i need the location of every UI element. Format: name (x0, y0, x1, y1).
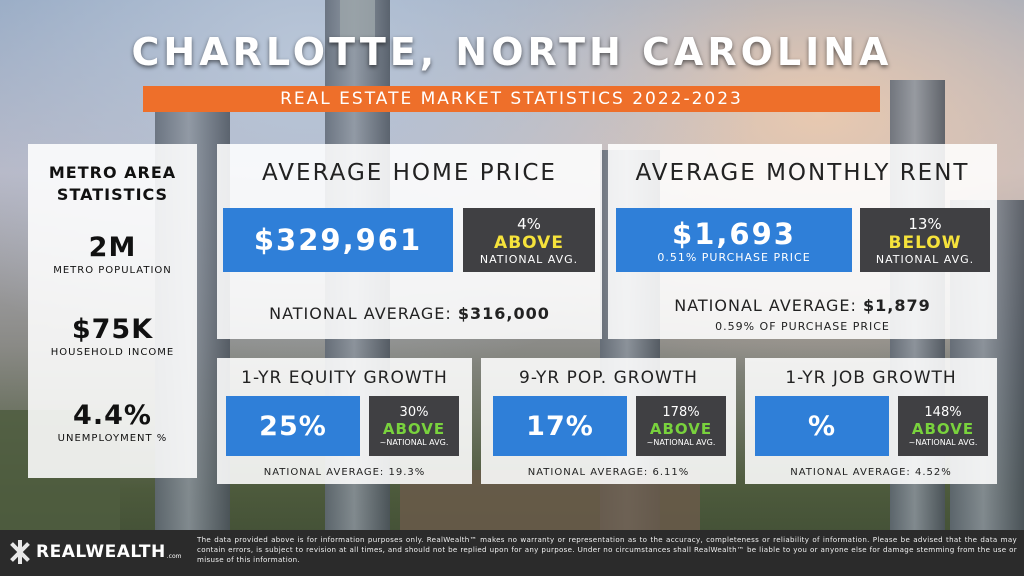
rent-value-box: $1,693 0.51% PURCHASE PRICE (616, 208, 852, 272)
population-heading: 9-YR POP. GROWTH (519, 368, 698, 388)
population-compare-box: 178% ABOVE ~NATIONAL AVG. (636, 396, 726, 456)
metro-population-stat: 2M METRO POPULATION (53, 232, 172, 276)
rent-national: NATIONAL AVERAGE: $1,879 (674, 296, 931, 315)
equity-value-box: 25% (226, 396, 360, 456)
brand-name: REALWEALTH (36, 542, 166, 562)
home-price-value-box: $329,961 (223, 208, 453, 272)
metro-title: METRO AREA STATISTICS (48, 163, 177, 204)
population-growth-panel: 9-YR POP. GROWTH 17% 178% ABOVE ~NATIONA… (481, 358, 736, 484)
home-price-compare-box: 4% ABOVE NATIONAL AVG. (463, 208, 595, 272)
equity-national: NATIONAL AVERAGE: 19.3% (263, 467, 426, 478)
footer-bar: REALWEALTH .com The data provided above … (0, 530, 1024, 576)
jobs-value-box: % (755, 396, 889, 456)
subtitle-banner: REAL ESTATE MARKET STATISTICS 2022-2023 (143, 86, 880, 112)
equity-growth-panel: 1-YR EQUITY GROWTH 25% 30% ABOVE ~NATION… (217, 358, 472, 484)
population-national: NATIONAL AVERAGE: 6.11% (527, 467, 690, 478)
rent-heading: AVERAGE MONTHLY RENT (635, 160, 970, 186)
equity-compare-box: 30% ABOVE ~NATIONAL AVG. (369, 396, 459, 456)
rent-panel: AVERAGE MONTHLY RENT $1,693 0.51% PURCHA… (608, 144, 997, 339)
equity-heading: 1-YR EQUITY GROWTH (241, 368, 448, 388)
home-price-heading: AVERAGE HOME PRICE (262, 160, 557, 186)
household-income-stat: $75K HOUSEHOLD INCOME (50, 314, 175, 358)
realwealth-logo[interactable]: REALWEALTH .com (8, 540, 181, 564)
page-title: CHARLOTTE, NORTH CAROLINA (131, 30, 893, 74)
home-price-national: NATIONAL AVERAGE: $316,000 (269, 304, 550, 323)
brand-suffix: .com (166, 552, 182, 560)
rent-national-sub: 0.59% OF PURCHASE PRICE (715, 320, 890, 333)
home-price-panel: AVERAGE HOME PRICE $329,961 4% ABOVE NAT… (217, 144, 602, 339)
population-value-box: 17% (493, 396, 627, 456)
jobs-national: NATIONAL AVERAGE: 4.52% (790, 467, 952, 478)
disclaimer-text: The data provided above is for informati… (197, 535, 1017, 564)
jobs-heading: 1-YR JOB GROWTH (785, 368, 957, 388)
jobs-compare-box: 148% ABOVE ~NATIONAL AVG. (898, 396, 988, 456)
job-growth-panel: 1-YR JOB GROWTH % 148% ABOVE ~NATIONAL A… (745, 358, 997, 484)
metro-stats-panel: METRO AREA STATISTICS 2M METRO POPULATIO… (28, 144, 197, 478)
unemployment-stat: 4.4% UNEMPLOYMENT % (57, 400, 168, 444)
rent-compare-box: 13% BELOW NATIONAL AVG. (860, 208, 990, 272)
realwealth-logo-icon (8, 540, 32, 564)
